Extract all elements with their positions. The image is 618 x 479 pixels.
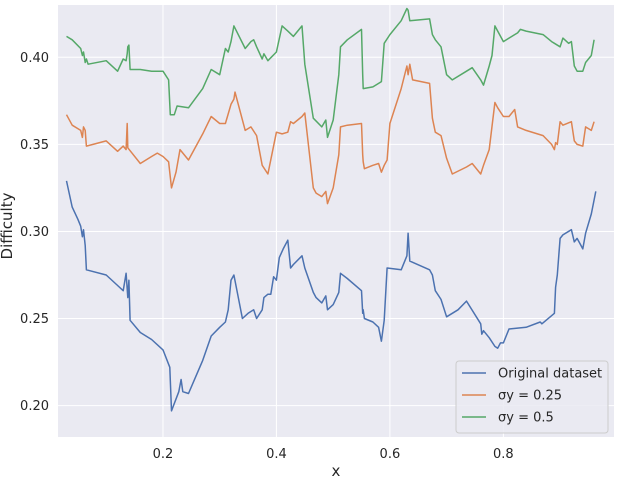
x-axis-ticks: 0.2 0.4 0.6 0.8 bbox=[153, 447, 514, 462]
legend-box bbox=[455, 360, 609, 434]
x-tick-label: 0.6 bbox=[380, 447, 401, 462]
y-tick-label: 0.40 bbox=[20, 51, 49, 66]
x-tick-label: 0.4 bbox=[266, 447, 287, 462]
series-lines bbox=[65, 7, 597, 412]
y-axis-label: Difficulty bbox=[0, 192, 16, 259]
y-tick-label: 0.30 bbox=[20, 225, 49, 240]
series-line-1 bbox=[65, 63, 595, 205]
y-axis-ticks: 0.20 0.25 0.30 0.35 0.40 bbox=[20, 51, 49, 414]
legend-label: Original dataset bbox=[498, 367, 602, 382]
x-tick-label: 0.8 bbox=[493, 447, 514, 462]
x-tick-label: 0.2 bbox=[153, 447, 174, 462]
y-tick-label: 0.20 bbox=[20, 399, 49, 414]
grid bbox=[58, 5, 614, 437]
x-axis-label: x bbox=[332, 462, 341, 479]
y-tick-label: 0.25 bbox=[20, 312, 49, 327]
legend-label: σy = 0.5 bbox=[498, 411, 554, 426]
y-tick-label: 0.35 bbox=[20, 138, 49, 153]
series-line-2 bbox=[66, 7, 595, 139]
series-line-0 bbox=[65, 180, 597, 412]
legend: Original dataset σy = 0.25 σy = 0.5 bbox=[455, 360, 609, 434]
legend-label: σy = 0.25 bbox=[498, 389, 562, 404]
